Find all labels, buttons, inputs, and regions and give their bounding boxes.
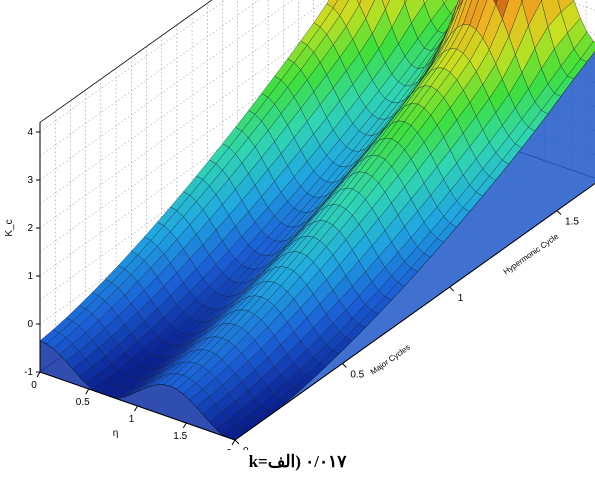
grid-line [39, 0, 226, 133]
y-axis-label: Major Cycles [369, 343, 412, 377]
x-tick [182, 422, 187, 429]
surface-mesh [39, 0, 595, 441]
x-tick [36, 371, 41, 378]
y-tick-label: 1.5 [565, 217, 579, 228]
y-tick [341, 363, 347, 368]
x-tick-label: 1.5 [173, 431, 187, 442]
z-tick-label: 1 [27, 271, 33, 282]
z-tick-label: 4 [27, 127, 33, 138]
grid-line [39, 0, 260, 157]
x-tick-label: 2 [226, 448, 232, 450]
y-tick [556, 210, 562, 215]
y-tick [234, 439, 240, 445]
y-tick-label: 0.5 [350, 370, 364, 381]
x-tick-label: 0 [31, 380, 37, 391]
grid-line [39, 0, 294, 181]
y-tick-label: 0 [243, 446, 249, 450]
x-tick [134, 405, 138, 412]
x-tick-label: 1 [129, 414, 135, 425]
z-tick-label: 2 [27, 223, 33, 234]
x-tick-label: 0.5 [76, 397, 90, 408]
y-tick-label: 1 [458, 293, 464, 304]
x-tick [85, 388, 90, 395]
surface-plot: -1 0 1 2 3 4 K_c 0 0.5 1 1.5 2 η 0 0.5 1 1.5 Major Cycles… [4, 0, 595, 450]
surface-cell [423, 0, 428, 5]
surface-cell [442, 0, 447, 4]
y-axis-line [234, 182, 595, 441]
y-tick [449, 286, 455, 292]
x-axis-label: η [113, 428, 119, 439]
z-tick-label: 0 [27, 319, 33, 330]
x-tick [231, 439, 236, 446]
figure-caption: k=٠/٠١٧ (الف [248, 452, 347, 471]
z-axis-label: K_c [4, 219, 15, 236]
z-tick-label: -1 [24, 367, 33, 378]
z-tick-label: 3 [27, 175, 33, 186]
grid-line [39, 0, 327, 205]
